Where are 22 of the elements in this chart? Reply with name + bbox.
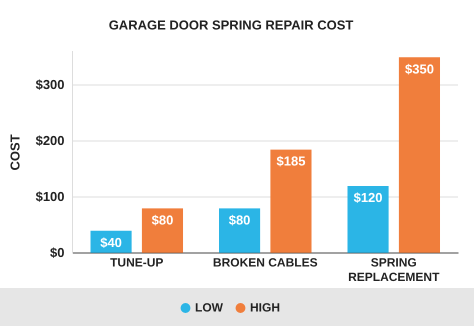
bar	[398, 57, 440, 253]
data-label: $185	[276, 154, 306, 169]
y-tick-label: $300	[36, 76, 65, 92]
y-tick-label: $100	[36, 188, 65, 204]
legend-label: LOW	[195, 300, 224, 314]
data-label: $80	[152, 212, 174, 228]
y-axis-title: COST	[7, 134, 22, 170]
chart-title: GARAGE DOOR SPRING REPAIR COST	[108, 17, 354, 32]
data-label: $350	[404, 61, 434, 76]
x-tick-label: SPRING REPLACEMENT	[348, 256, 440, 284]
y-tick-label: $200	[36, 132, 65, 148]
x-tick-label: BROKEN CABLES	[212, 256, 318, 270]
bar	[219, 208, 260, 253]
bar	[347, 186, 389, 253]
legend-label: HIGH	[250, 300, 280, 314]
data-label: $40	[100, 234, 122, 250]
data-label: $120	[354, 190, 383, 206]
x-tick-label: TUNE-UP	[110, 256, 164, 270]
y-tick-label: $0	[50, 244, 65, 260]
bar	[270, 150, 312, 253]
bar	[142, 208, 184, 253]
data-label: $80	[228, 212, 250, 228]
